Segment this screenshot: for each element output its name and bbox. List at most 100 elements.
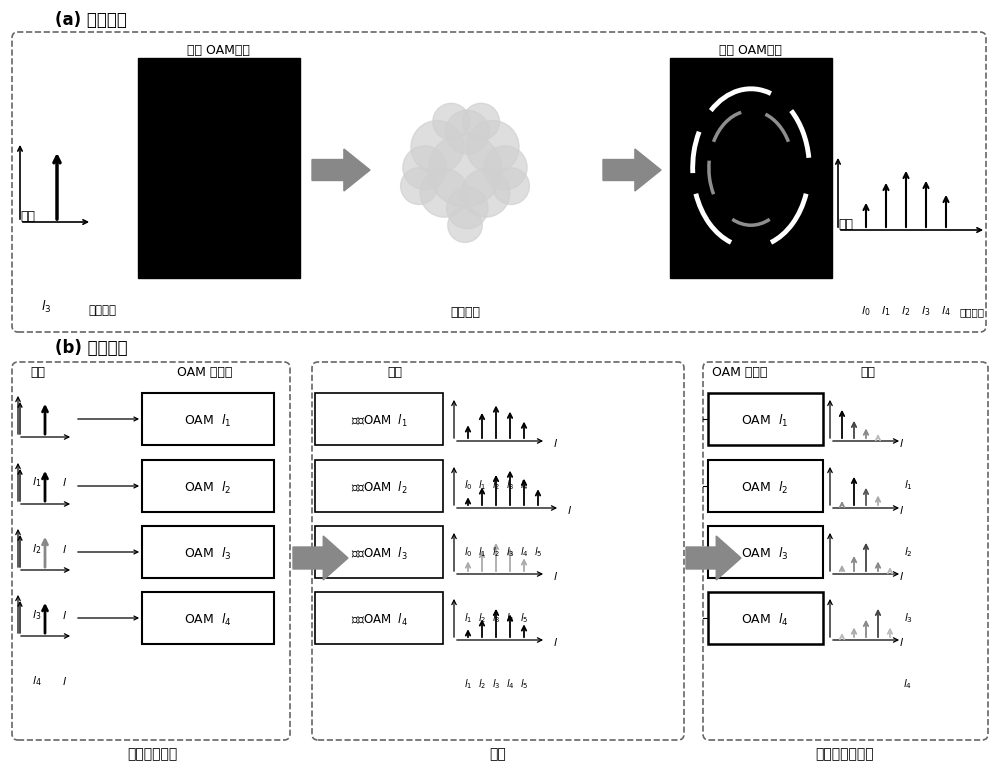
Circle shape bbox=[420, 169, 468, 217]
Circle shape bbox=[466, 121, 519, 173]
Text: OAM 接收端: OAM 接收端 bbox=[712, 365, 767, 378]
Circle shape bbox=[428, 134, 502, 207]
Text: (b) 多个光束: (b) 多个光束 bbox=[55, 339, 128, 357]
Text: 功率: 功率 bbox=[860, 365, 876, 378]
Bar bbox=[315, 592, 443, 644]
Text: $l$: $l$ bbox=[62, 609, 68, 621]
Text: $l$: $l$ bbox=[62, 675, 68, 687]
Text: $l_1$: $l_1$ bbox=[904, 478, 912, 492]
Polygon shape bbox=[603, 149, 661, 191]
Text: OAM  $l_2$: OAM $l_2$ bbox=[741, 480, 789, 496]
Text: 番变OAM  $l_1$: 番变OAM $l_1$ bbox=[351, 413, 407, 429]
Text: $l$: $l$ bbox=[553, 570, 559, 582]
Circle shape bbox=[445, 110, 489, 154]
Bar bbox=[142, 592, 274, 644]
Circle shape bbox=[483, 146, 527, 189]
Text: 功率: 功率 bbox=[838, 217, 853, 230]
Bar bbox=[708, 526, 823, 578]
Text: 番变OAM  $l_3$: 番变OAM $l_3$ bbox=[351, 546, 407, 562]
Text: $l_2$: $l_2$ bbox=[492, 545, 500, 559]
Text: $l_4$: $l_4$ bbox=[32, 674, 42, 688]
Bar bbox=[315, 393, 443, 445]
Text: 初始 OAM模态: 初始 OAM模态 bbox=[187, 43, 249, 56]
Bar bbox=[315, 460, 443, 512]
Text: 番变OAM  $l_2$: 番变OAM $l_2$ bbox=[351, 480, 407, 496]
Text: $l_4$: $l_4$ bbox=[506, 611, 514, 625]
Text: $l_4$: $l_4$ bbox=[520, 545, 528, 559]
Circle shape bbox=[447, 187, 488, 229]
Text: $l_1$: $l_1$ bbox=[478, 545, 486, 559]
Polygon shape bbox=[312, 149, 370, 191]
Circle shape bbox=[448, 208, 482, 243]
Text: $l_1$: $l_1$ bbox=[881, 304, 891, 318]
Polygon shape bbox=[293, 536, 348, 580]
Text: $l_2$: $l_2$ bbox=[901, 304, 911, 318]
Text: 功率: 功率 bbox=[388, 365, 402, 378]
Text: $l_3$: $l_3$ bbox=[506, 545, 514, 559]
Text: OAM  $l_3$: OAM $l_3$ bbox=[741, 546, 789, 562]
Bar bbox=[670, 58, 832, 278]
Text: 功率: 功率 bbox=[30, 365, 45, 378]
Text: $l$: $l$ bbox=[899, 437, 905, 449]
Text: $l_5$: $l_5$ bbox=[520, 611, 528, 625]
Text: $l_0$: $l_0$ bbox=[464, 478, 472, 492]
Text: $l_2$: $l_2$ bbox=[478, 677, 486, 691]
Text: $l_5$: $l_5$ bbox=[534, 545, 542, 559]
Text: $l_2$: $l_2$ bbox=[32, 542, 42, 556]
Circle shape bbox=[411, 121, 464, 173]
Circle shape bbox=[401, 168, 437, 204]
Text: OAM  $l_1$: OAM $l_1$ bbox=[184, 413, 232, 429]
Text: $l$: $l$ bbox=[567, 504, 573, 516]
Text: $l_2$: $l_2$ bbox=[904, 545, 912, 559]
Text: (a) 单个光束: (a) 单个光束 bbox=[55, 11, 127, 29]
Text: 多路光束解复用: 多路光束解复用 bbox=[816, 747, 874, 761]
Text: $l_1$: $l_1$ bbox=[464, 611, 472, 625]
Text: 番变OAM  $l_4$: 番变OAM $l_4$ bbox=[351, 612, 407, 628]
Polygon shape bbox=[686, 536, 741, 580]
Text: $l_3$: $l_3$ bbox=[492, 611, 500, 625]
Text: OAM  $l_3$: OAM $l_3$ bbox=[184, 546, 232, 562]
Bar bbox=[142, 526, 274, 578]
Bar bbox=[142, 393, 274, 445]
Circle shape bbox=[463, 103, 500, 140]
Text: 番变 OAM模态: 番变 OAM模态 bbox=[719, 43, 781, 56]
Bar bbox=[138, 58, 300, 278]
Text: $l$: $l$ bbox=[62, 476, 68, 488]
Text: $l_5$: $l_5$ bbox=[520, 677, 528, 691]
Text: $l$: $l$ bbox=[899, 636, 905, 648]
Circle shape bbox=[493, 168, 529, 204]
Text: $l$: $l$ bbox=[553, 636, 559, 648]
Text: $l_1$: $l_1$ bbox=[478, 478, 486, 492]
Text: OAM  $l_4$: OAM $l_4$ bbox=[184, 612, 232, 628]
Text: $l$: $l$ bbox=[899, 504, 905, 516]
Text: $l_0$: $l_0$ bbox=[464, 545, 472, 559]
Text: 湍流介质: 湍流介质 bbox=[450, 305, 480, 318]
Circle shape bbox=[433, 103, 470, 140]
Text: $l_3$: $l_3$ bbox=[492, 677, 500, 691]
Text: 多路光束复用: 多路光束复用 bbox=[127, 747, 177, 761]
Text: OAM 发射端: OAM 发射端 bbox=[177, 365, 233, 378]
Bar bbox=[708, 460, 823, 512]
Text: $l_4$: $l_4$ bbox=[506, 677, 514, 691]
Bar bbox=[315, 526, 443, 578]
Text: $l_4$: $l_4$ bbox=[941, 304, 951, 318]
Bar bbox=[708, 592, 823, 644]
Bar bbox=[142, 460, 274, 512]
Text: $l_4$: $l_4$ bbox=[520, 478, 528, 492]
Text: $l_3$: $l_3$ bbox=[921, 304, 931, 318]
Text: $l_3$: $l_3$ bbox=[41, 299, 51, 315]
Text: $l$: $l$ bbox=[62, 543, 68, 555]
Text: 传输: 传输 bbox=[490, 747, 506, 761]
Text: $l$: $l$ bbox=[553, 437, 559, 449]
Text: $l_1$: $l_1$ bbox=[32, 475, 42, 489]
Text: $l_2$: $l_2$ bbox=[478, 611, 486, 625]
Text: $l_1$: $l_1$ bbox=[464, 677, 472, 691]
Text: 光强分布: 光强分布 bbox=[960, 307, 985, 317]
Text: $l_3$: $l_3$ bbox=[506, 478, 514, 492]
Text: OAM  $l_1$: OAM $l_1$ bbox=[741, 413, 789, 429]
Text: $l_0$: $l_0$ bbox=[861, 304, 871, 318]
Text: 光强分布: 光强分布 bbox=[88, 304, 116, 317]
Text: OAM  $l_4$: OAM $l_4$ bbox=[741, 612, 789, 628]
Circle shape bbox=[403, 146, 447, 189]
Text: $l_4$: $l_4$ bbox=[903, 677, 913, 691]
